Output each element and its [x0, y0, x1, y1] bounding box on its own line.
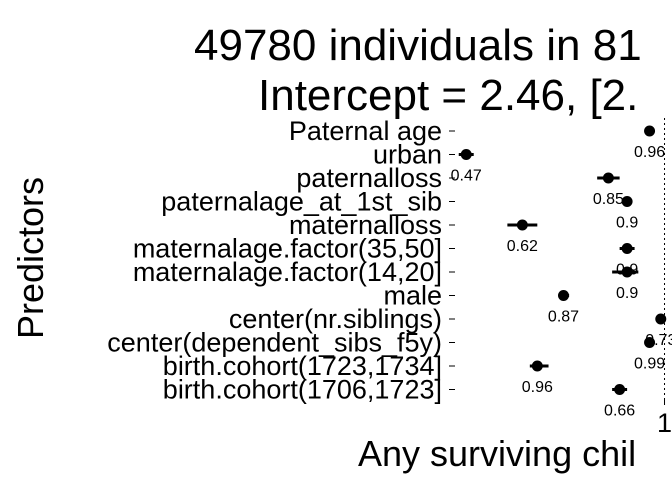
estimate-label: 0.96 — [522, 379, 553, 396]
predictor-label: paternalloss — [296, 163, 442, 193]
predictor-label: Paternal age — [289, 116, 442, 146]
predictor-label: center(dependent_sibs_f5y) — [107, 328, 442, 358]
predictor-row: paternalage_at_1st_sib 0.9 — [161, 187, 638, 232]
estimate-point — [621, 266, 633, 278]
estimate-point — [621, 196, 633, 207]
predictor-row: maternalage.factor(14,20] 0.9 — [133, 257, 639, 302]
predictor-row: urban 0.47 — [373, 140, 482, 185]
predictor-row: maternalloss 0.62 — [289, 210, 538, 255]
predictor-row: center(dependent_sibs_f5y) 0.99 — [107, 328, 665, 373]
predictor-row: paternalloss 0.85 — [296, 163, 624, 208]
chart-title: 49780 individuals in 81 — [194, 21, 642, 70]
estimate-label: 0.99 — [634, 356, 665, 373]
estimate-point — [614, 384, 626, 395]
estimate-label: 0.62 — [507, 238, 538, 255]
estimate-label: 0.9 — [616, 215, 638, 232]
estimate-point — [644, 125, 656, 137]
predictor-row: Paternal age 0.96 — [289, 116, 665, 161]
predictor-label: paternalage_at_1st_sib — [161, 187, 442, 217]
predictor-row: center(nr.siblings)0.73 — [229, 304, 672, 349]
estimate-point — [655, 313, 667, 325]
x-axis-title: Any surviving chil — [358, 433, 636, 474]
x-tick-label: 1 — [657, 408, 672, 438]
predictor-row: birth.cohort(1706,1723] 0.66 — [163, 375, 635, 420]
predictor-label: maternalage.factor(14,20] — [133, 257, 442, 287]
estimate-label: 0.47 — [451, 168, 482, 185]
predictor-label: urban — [373, 140, 442, 170]
predictor-label: birth.cohort(1706,1723] — [163, 375, 442, 405]
estimate-point — [558, 290, 569, 301]
estimate-point — [516, 219, 528, 231]
estimate-label: 0.66 — [604, 403, 635, 420]
predictor-row: birth.cohort(1723,1734] 0.96 — [163, 351, 553, 396]
estimate-point — [531, 360, 543, 372]
estimate-point — [602, 172, 614, 184]
estimate-label: 0.9 — [616, 285, 638, 302]
chart-subtitle: Intercept = 2.46, [2. — [258, 71, 638, 120]
predictor-row: maternalage.factor(35,50]0.9 — [133, 234, 639, 279]
predictor-row: male 0.87 — [383, 281, 579, 326]
estimate-point — [621, 243, 633, 254]
predictor-label: male — [383, 281, 442, 311]
x-axis-ticks: 1 — [657, 400, 672, 438]
y-axis-title: Predictors — [10, 177, 51, 339]
predictor-label: maternalloss — [289, 210, 442, 240]
predictor-rows: Paternal age 0.96 urban 0.47 paternalloss 0.8… — [107, 116, 672, 420]
predictor-label: maternalage.factor(35,50] — [133, 234, 442, 264]
estimate-label: 0.96 — [634, 144, 665, 161]
predictor-label: center(nr.siblings) — [229, 304, 442, 334]
estimate-label: 0.85 — [593, 191, 624, 208]
estimate-point — [460, 149, 472, 160]
estimate-point — [644, 337, 656, 348]
estimate-label: 0.87 — [548, 309, 579, 326]
predictor-label: birth.cohort(1723,1734] — [163, 351, 442, 381]
